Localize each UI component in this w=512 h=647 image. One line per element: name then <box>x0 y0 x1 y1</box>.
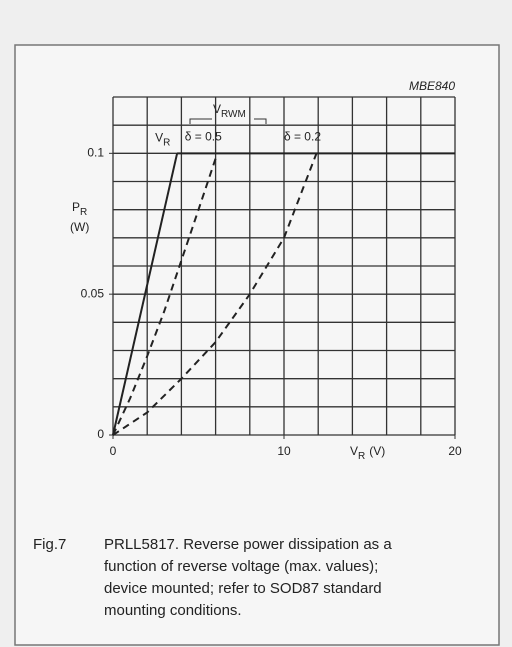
caption-line: device mounted; refer to SOD87 standard <box>104 580 382 597</box>
x-axis-unit: (V) <box>369 444 385 458</box>
x-tick-label: 0 <box>110 444 117 458</box>
y-axis-label: PR <box>72 200 87 217</box>
bracket <box>189 118 267 124</box>
x-tick-label: 10 <box>277 444 291 458</box>
figure-code: MBE840 <box>409 79 455 93</box>
line <box>112 153 219 436</box>
y-tick-label: 0.05 <box>81 286 105 300</box>
caption-line: function of reverse voltage (max. values… <box>104 558 378 575</box>
y-axis-unit: (W) <box>70 220 89 234</box>
y-axis-label-main: P <box>72 200 80 214</box>
y-tick-label: 0.1 <box>87 146 104 160</box>
series-label-sub: R <box>163 137 170 148</box>
x-tick-label: 20 <box>448 444 462 458</box>
series-label-main: V <box>155 131 163 145</box>
caption-line: mounting conditions. <box>104 602 242 619</box>
group-label: VRWM <box>213 102 246 119</box>
y-axis-label-sub: R <box>80 207 87 218</box>
series-label: VR <box>155 131 170 148</box>
x-axis-label-sub: R <box>358 451 365 462</box>
frame <box>14 44 500 646</box>
line <box>112 153 179 436</box>
group-label-sub: RWM <box>221 109 246 120</box>
line <box>112 152 318 436</box>
caption-number: Fig.7 <box>33 536 66 553</box>
y-tick-label: 0 <box>97 427 104 441</box>
series-label: δ = 0.5 <box>185 130 222 144</box>
series-label: δ = 0.2 <box>284 130 321 144</box>
group-label-main: V <box>213 102 221 116</box>
x-axis-label: VR (V) <box>350 444 385 461</box>
caption-line: PRLL5817. Reverse power dissipation as a <box>104 536 392 553</box>
x-axis-label-main: V <box>350 444 358 458</box>
